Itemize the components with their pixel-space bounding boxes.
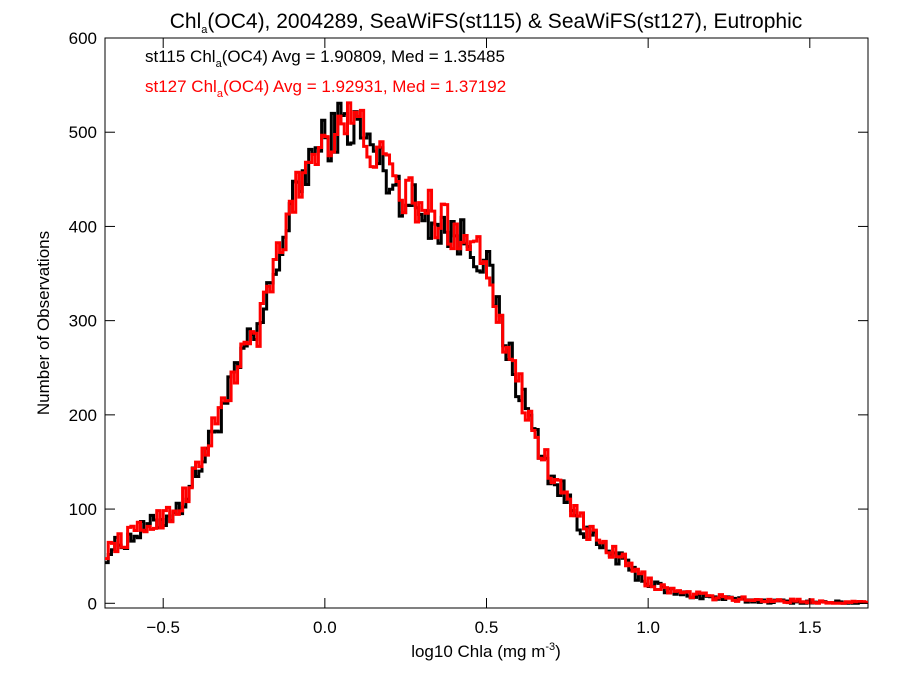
y-tick-label: 500 xyxy=(69,123,97,142)
y-tick-label: 400 xyxy=(69,217,97,236)
series-line-st127 xyxy=(105,101,868,605)
chart-title: Chla(OC4), 2004289, SeaWiFS(st115) & Sea… xyxy=(170,10,803,36)
plot-area xyxy=(104,37,869,609)
y-axis-ticks: 0 100 200 300 400 500 600 xyxy=(69,29,868,613)
legend-entry-st127: st127 Chla(OC4) Avg = 1.92931, Med = 1.3… xyxy=(145,77,506,100)
x-tick-label: 0.0 xyxy=(313,618,337,637)
y-tick-label: 300 xyxy=(69,312,97,331)
x-tick-label: −0.5 xyxy=(146,618,180,637)
x-tick-label: 1.0 xyxy=(636,618,660,637)
series-layer xyxy=(105,101,868,605)
y-axis-label: Number of Observations xyxy=(34,231,53,415)
series-line-st115 xyxy=(105,101,868,605)
y-tick-label: 600 xyxy=(69,29,97,48)
x-tick-label: 0.5 xyxy=(475,618,499,637)
y-tick-label: 100 xyxy=(69,500,97,519)
y-tick-label: 200 xyxy=(69,406,97,425)
legend-entry-st115: st115 Chla(OC4) Avg = 1.90809, Med = 1.3… xyxy=(145,47,505,70)
x-axis-label: log10 Chla (mg m-3) xyxy=(411,641,561,661)
y-tick-label: 0 xyxy=(88,594,97,613)
x-tick-label: 1.5 xyxy=(798,618,822,637)
x-axis-ticks: −0.5 0.0 0.5 1.0 1.5 xyxy=(146,38,822,637)
